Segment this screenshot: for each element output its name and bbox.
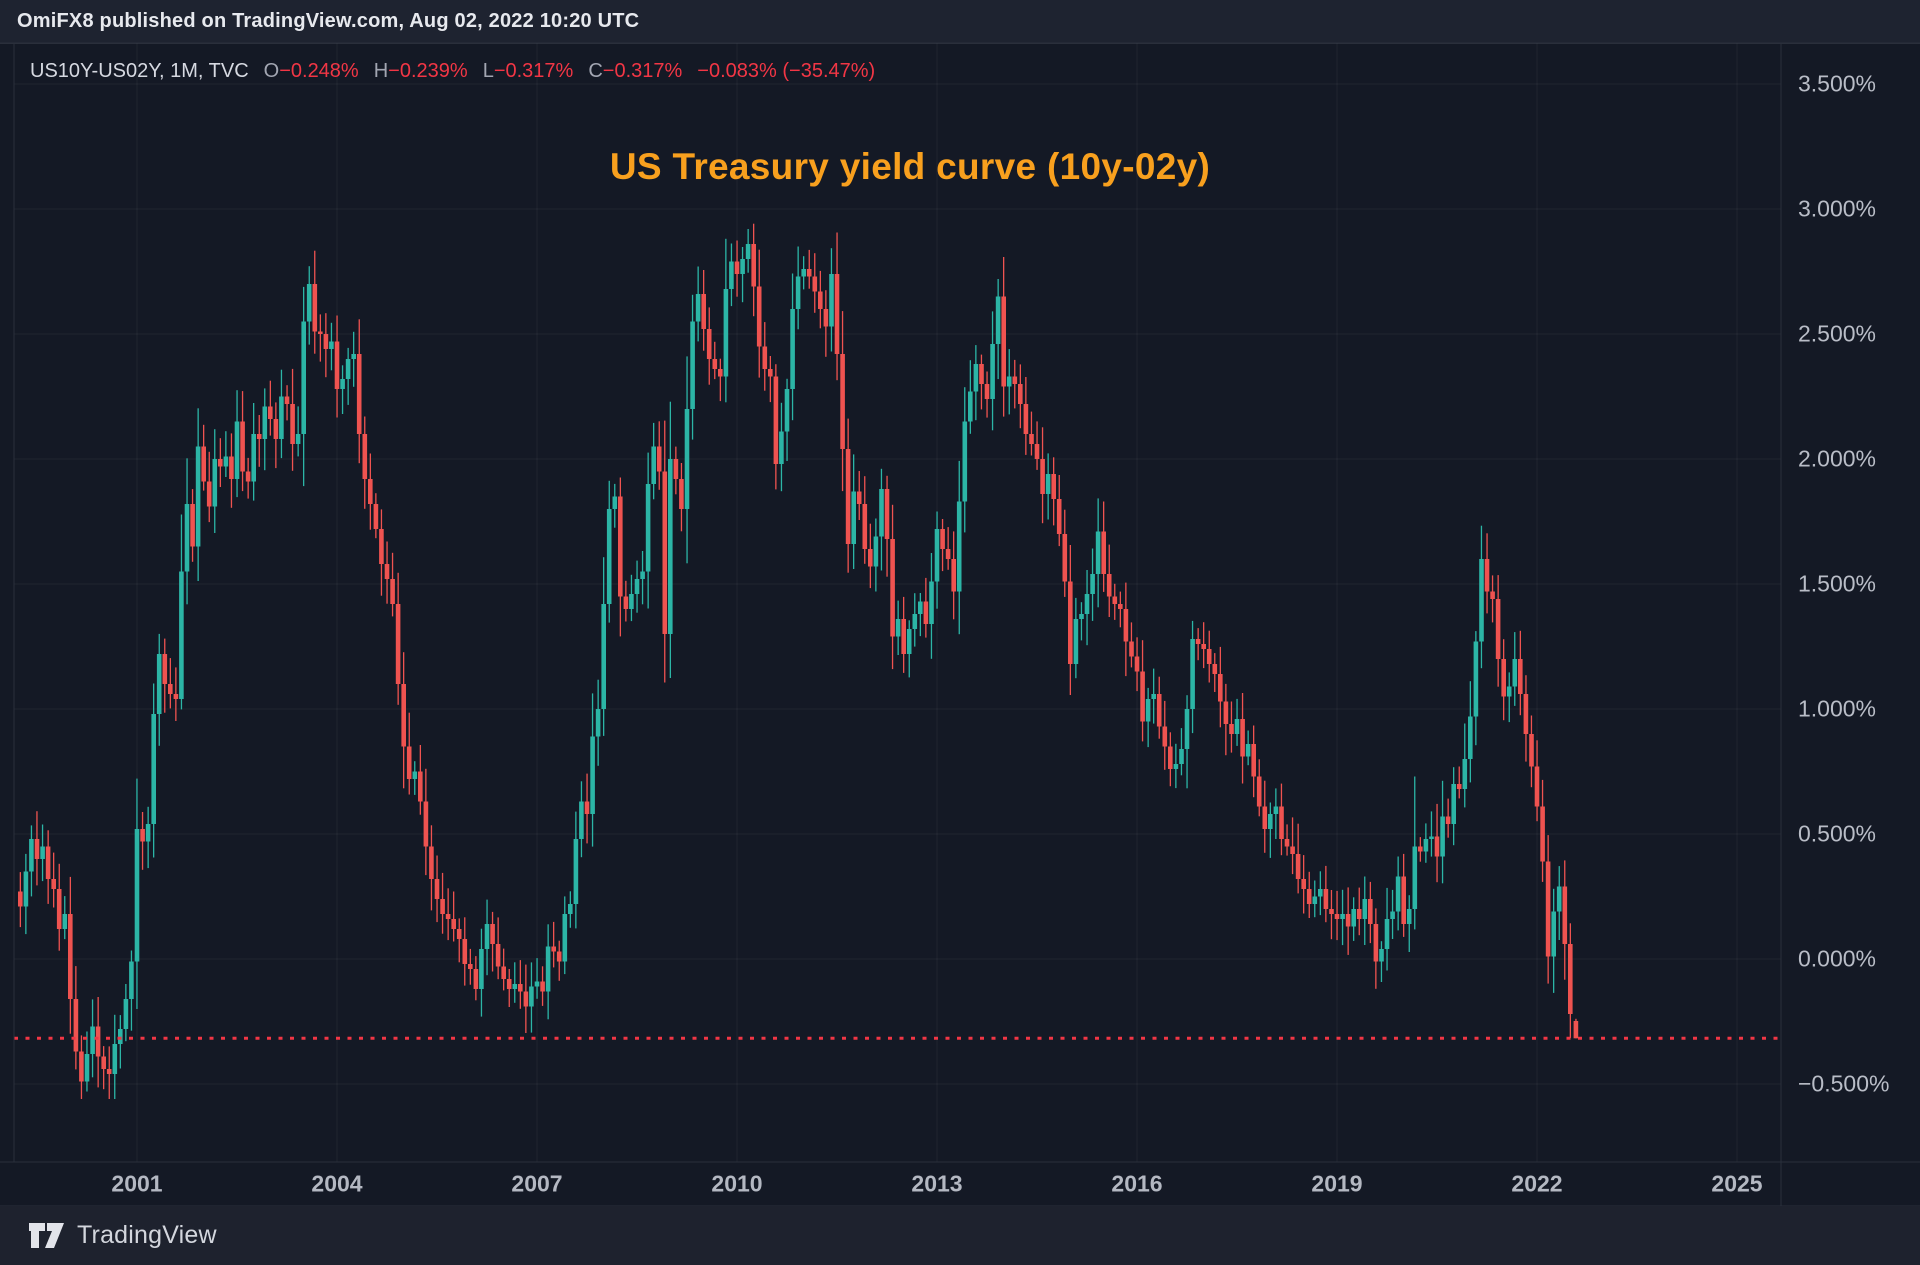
legend-low: L−0.317% — [482, 60, 574, 82]
legend-close: C−0.317% — [588, 60, 683, 82]
chart-title-note[interactable]: US Treasury yield curve (10y-02y) — [609, 146, 1211, 187]
price-axis-label: 3.000% — [1798, 195, 1877, 222]
legend-open: O−0.248% — [263, 60, 359, 82]
price-axis-label: 3.500% — [1798, 70, 1877, 97]
price-axis-label: 0.000% — [1798, 945, 1877, 972]
attribution-text: OmiFX8 published on TradingView.com, Aug… — [17, 10, 640, 32]
time-axis-label: 2025 — [1711, 1170, 1763, 1197]
time-axis-label: 2010 — [711, 1170, 763, 1197]
price-axis-label: 2.000% — [1798, 445, 1877, 472]
time-axis-label: 2016 — [1111, 1170, 1163, 1197]
tradingview-brand-text: TradingView — [77, 1221, 217, 1249]
time-axis-label: 2013 — [911, 1170, 963, 1197]
price-axis-label: 1.500% — [1798, 570, 1877, 597]
time-axis-label: 2007 — [511, 1170, 563, 1197]
chart-legend: US10Y-US02Y, 1M, TVC O−0.248% H−0.239% L… — [30, 60, 875, 83]
attribution-bar: OmiFX8 published on TradingView.com, Aug… — [0, 0, 1920, 44]
chart-pane[interactable] — [14, 43, 1781, 1162]
time-axis-label: 2019 — [1311, 1170, 1363, 1197]
tradingview-logo[interactable]: TradingView — [28, 1221, 217, 1250]
time-axis-label: 2001 — [111, 1170, 163, 1197]
footer-bar: TradingView — [0, 1206, 1920, 1265]
time-axis-label: 2004 — [311, 1170, 363, 1197]
legend-high: H−0.239% — [373, 60, 468, 82]
tradingview-logo-icon — [29, 1223, 64, 1248]
time-axis-label: 2022 — [1511, 1170, 1563, 1197]
legend-symbol[interactable]: US10Y-US02Y, 1M, TVC — [30, 60, 249, 82]
legend-change: −0.083% (−35.47%) — [697, 60, 876, 82]
price-axis-label: 2.500% — [1798, 320, 1877, 347]
price-axis-label: 1.000% — [1798, 695, 1877, 722]
price-axis-label: −0.500% — [1798, 1070, 1890, 1097]
price-axis-label: 0.500% — [1798, 820, 1877, 847]
